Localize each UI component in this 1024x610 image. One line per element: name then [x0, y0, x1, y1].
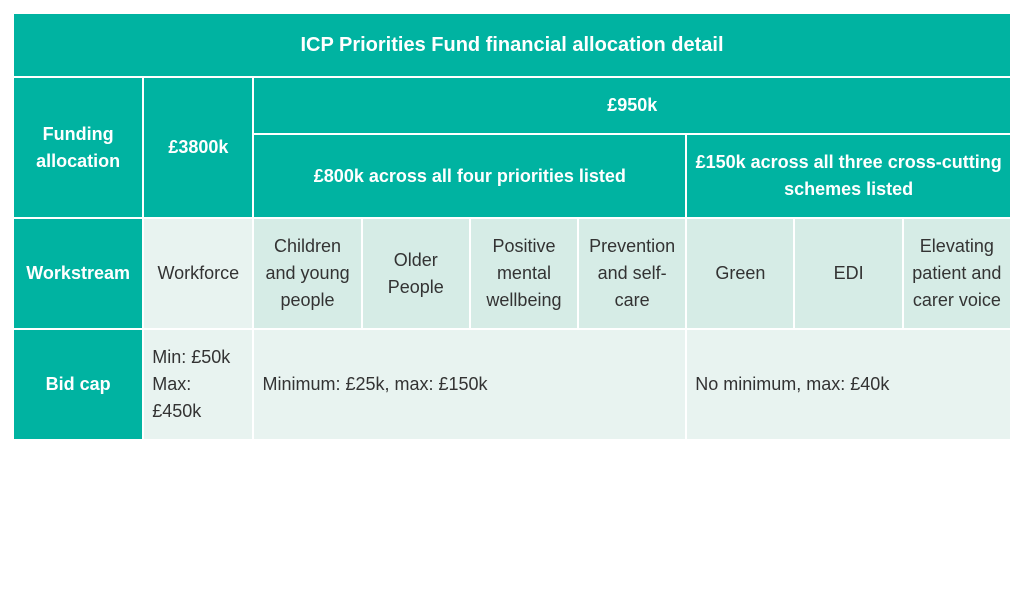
rowhead-funding: Funding allocation: [13, 77, 143, 218]
ws-prev: Prevention and self-care: [578, 218, 686, 329]
table-title-row: ICP Priorities Fund financial allocation…: [13, 13, 1011, 77]
ws-green: Green: [686, 218, 794, 329]
funding-priorities-split: £800k across all four priorities listed: [253, 134, 686, 218]
funding-workforce-total: £3800k: [143, 77, 253, 218]
rowhead-bidcap: Bid cap: [13, 329, 143, 440]
allocation-table-container: ICP Priorities Fund financial allocation…: [12, 12, 1012, 441]
ws-edi: EDI: [794, 218, 902, 329]
ws-workforce: Workforce: [143, 218, 253, 329]
ws-voice: Elevating patient and carer voice: [903, 218, 1011, 329]
allocation-table: ICP Priorities Fund financial allocation…: [12, 12, 1012, 441]
ws-pmw: Positive mental wellbeing: [470, 218, 578, 329]
ws-older: Older People: [362, 218, 470, 329]
rowhead-workstream: Workstream: [13, 218, 143, 329]
bidcap-workforce: Min: £50k Max: £450k: [143, 329, 253, 440]
workstream-row: Workstream Workforce Children and young …: [13, 218, 1011, 329]
funding-crosscutting-split: £150k across all three cross-cutting sch…: [686, 134, 1011, 218]
funding-row-1: Funding allocation £3800k £950k: [13, 77, 1011, 134]
bidcap-priorities: Minimum: £25k, max: £150k: [253, 329, 686, 440]
bidcap-crosscutting: No minimum, max: £40k: [686, 329, 1011, 440]
funding-right-total: £950k: [253, 77, 1011, 134]
ws-cyp: Children and young people: [253, 218, 361, 329]
bidcap-row: Bid cap Min: £50k Max: £450k Minimum: £2…: [13, 329, 1011, 440]
table-title: ICP Priorities Fund financial allocation…: [13, 13, 1011, 77]
